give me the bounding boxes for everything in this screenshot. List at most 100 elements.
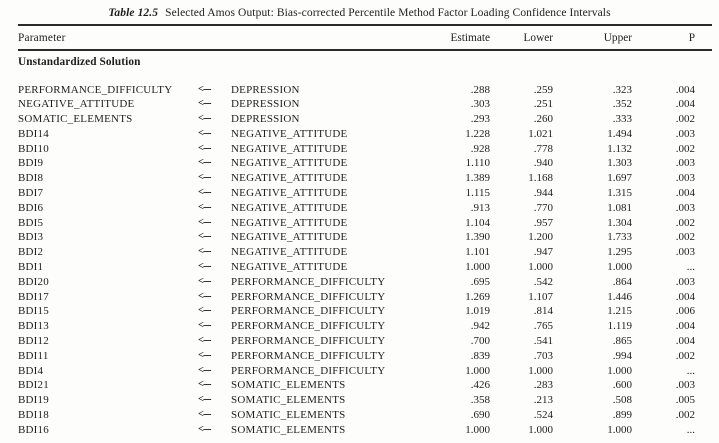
row-predictor: NEGATIVE_ATTITUDE (231, 231, 348, 244)
left-arrow-glyph: <--- (198, 216, 211, 228)
row-predictor: PERFORMANCE_DIFFICULTY (231, 290, 386, 303)
row-upper: .994 (612, 349, 632, 362)
row-estimate: .358 (470, 394, 490, 407)
row-estimate: 1.389 (465, 172, 490, 185)
row-predictor: NEGATIVE_ATTITUDE (231, 246, 348, 259)
row-lower: .957 (533, 216, 553, 229)
row-parameter: BDI8 (18, 172, 44, 185)
row-lower: 1.000 (528, 364, 553, 377)
row-upper: 1.215 (607, 305, 632, 318)
row-p: .004 (675, 83, 695, 96)
row-upper: .333 (612, 113, 632, 126)
row-estimate: 1.019 (465, 305, 490, 318)
left-arrow-glyph: <--- (198, 290, 211, 302)
row-p: .006 (675, 305, 695, 318)
row-lower: .940 (533, 157, 553, 170)
left-arrow-glyph: <--- (198, 201, 211, 213)
table-row: NEGATIVE_ATTITUDE <--- DEPRESSION .303 .… (18, 97, 695, 112)
row-upper: 1.000 (607, 364, 632, 377)
table-caption: Table 12.5 Selected Amos Output: Bias-cor… (0, 0, 719, 21)
row-parameter: PERFORMANCE_DIFFICULTY (18, 83, 173, 96)
row-lower: .213 (533, 394, 553, 407)
left-arrow-glyph: <--- (198, 349, 211, 361)
row-predictor: NEGATIVE_ATTITUDE (231, 187, 348, 200)
column-header-p: P (688, 32, 695, 44)
column-header-upper: Upper (603, 32, 632, 44)
row-upper: .352 (612, 98, 632, 111)
row-p: .003 (675, 157, 695, 170)
row-upper: .899 (612, 409, 632, 422)
row-parameter: BDI5 (18, 216, 44, 229)
table-row: BDI6 <--- NEGATIVE_ATTITUDE .913 .770 1.… (18, 201, 695, 216)
row-estimate: 1.115 (465, 187, 490, 200)
table-row: BDI11 <--- PERFORMANCE_DIFFICULTY .839 .… (18, 349, 695, 364)
row-predictor: DEPRESSION (231, 83, 300, 96)
row-estimate: .928 (470, 142, 490, 155)
row-lower: .765 (533, 320, 553, 333)
row-estimate: .690 (470, 409, 490, 422)
row-p: .004 (675, 290, 695, 303)
row-lower: .778 (533, 142, 553, 155)
row-upper: .323 (612, 83, 632, 96)
table-rows: PERFORMANCE_DIFFICULTY <--- DEPRESSION .… (0, 83, 719, 438)
row-estimate: 1.269 (465, 290, 490, 303)
row-upper: 1.303 (607, 157, 632, 170)
row-estimate: .913 (470, 201, 490, 214)
table-row: BDI7 <--- NEGATIVE_ATTITUDE 1.115 .944 1… (18, 186, 695, 201)
left-arrow-glyph: <--- (198, 142, 211, 154)
table-number: Table 12.5 (108, 7, 159, 19)
row-predictor: PERFORMANCE_DIFFICULTY (231, 320, 386, 333)
row-p: .004 (675, 320, 695, 333)
table-row: BDI8 <--- NEGATIVE_ATTITUDE 1.389 1.168 … (18, 171, 695, 186)
row-parameter: BDI21 (18, 379, 49, 392)
row-estimate: .839 (470, 349, 490, 362)
row-predictor: DEPRESSION (231, 98, 300, 111)
table-row: BDI10 <--- NEGATIVE_ATTITUDE .928 .778 1… (18, 142, 695, 157)
row-p: .005 (675, 394, 695, 407)
row-p: .003 (675, 246, 695, 259)
left-arrow-glyph: <--- (198, 275, 211, 287)
row-predictor: PERFORMANCE_DIFFICULTY (231, 349, 386, 362)
row-p: .004 (675, 335, 695, 348)
section-header: Unstandardized Solution (18, 55, 141, 68)
row-upper: 1.494 (607, 127, 632, 140)
table-header-rule (18, 49, 712, 51)
row-p: .003 (675, 172, 695, 185)
table-row: BDI17 <--- PERFORMANCE_DIFFICULTY 1.269 … (18, 290, 695, 305)
row-upper: .865 (612, 335, 632, 348)
left-arrow-glyph: <--- (198, 379, 211, 391)
row-lower: 1.021 (528, 127, 553, 140)
row-lower: .944 (533, 187, 553, 200)
row-p: .002 (675, 113, 695, 126)
row-predictor: NEGATIVE_ATTITUDE (231, 172, 348, 185)
row-lower: .770 (533, 201, 553, 214)
row-upper: 1.733 (607, 231, 632, 244)
row-estimate: 1.000 (465, 423, 490, 436)
row-p: .003 (675, 275, 695, 288)
row-predictor: PERFORMANCE_DIFFICULTY (231, 305, 386, 318)
row-parameter: BDI7 (18, 187, 44, 200)
row-lower: 1.168 (528, 172, 553, 185)
row-predictor: SOMATIC_ELEMENTS (231, 394, 346, 407)
left-arrow-glyph: <--- (198, 113, 211, 125)
row-parameter: BDI13 (18, 320, 49, 333)
row-upper: .600 (612, 379, 632, 392)
row-upper: 1.315 (607, 187, 632, 200)
row-p: .003 (675, 201, 695, 214)
left-arrow-glyph: <--- (198, 335, 211, 347)
row-estimate: .293 (470, 113, 490, 126)
row-upper: 1.295 (607, 246, 632, 259)
row-predictor: NEGATIVE_ATTITUDE (231, 127, 348, 140)
table-row: BDI21 <--- SOMATIC_ELEMENTS .426 .283 .6… (18, 378, 695, 393)
column-header-lower: Lower (523, 32, 553, 44)
row-predictor: NEGATIVE_ATTITUDE (231, 201, 348, 214)
row-upper: 1.446 (607, 290, 632, 303)
table-row: BDI16 <--- SOMATIC_ELEMENTS 1.000 1.000 … (18, 423, 695, 438)
row-predictor: NEGATIVE_ATTITUDE (231, 216, 348, 229)
table-row: BDI12 <--- PERFORMANCE_DIFFICULTY .700 .… (18, 334, 695, 349)
row-estimate: 1.000 (465, 364, 490, 377)
left-arrow-glyph: <--- (198, 305, 211, 317)
row-lower: .814 (533, 305, 553, 318)
row-predictor: PERFORMANCE_DIFFICULTY (231, 335, 386, 348)
row-upper: 1.697 (607, 172, 632, 185)
